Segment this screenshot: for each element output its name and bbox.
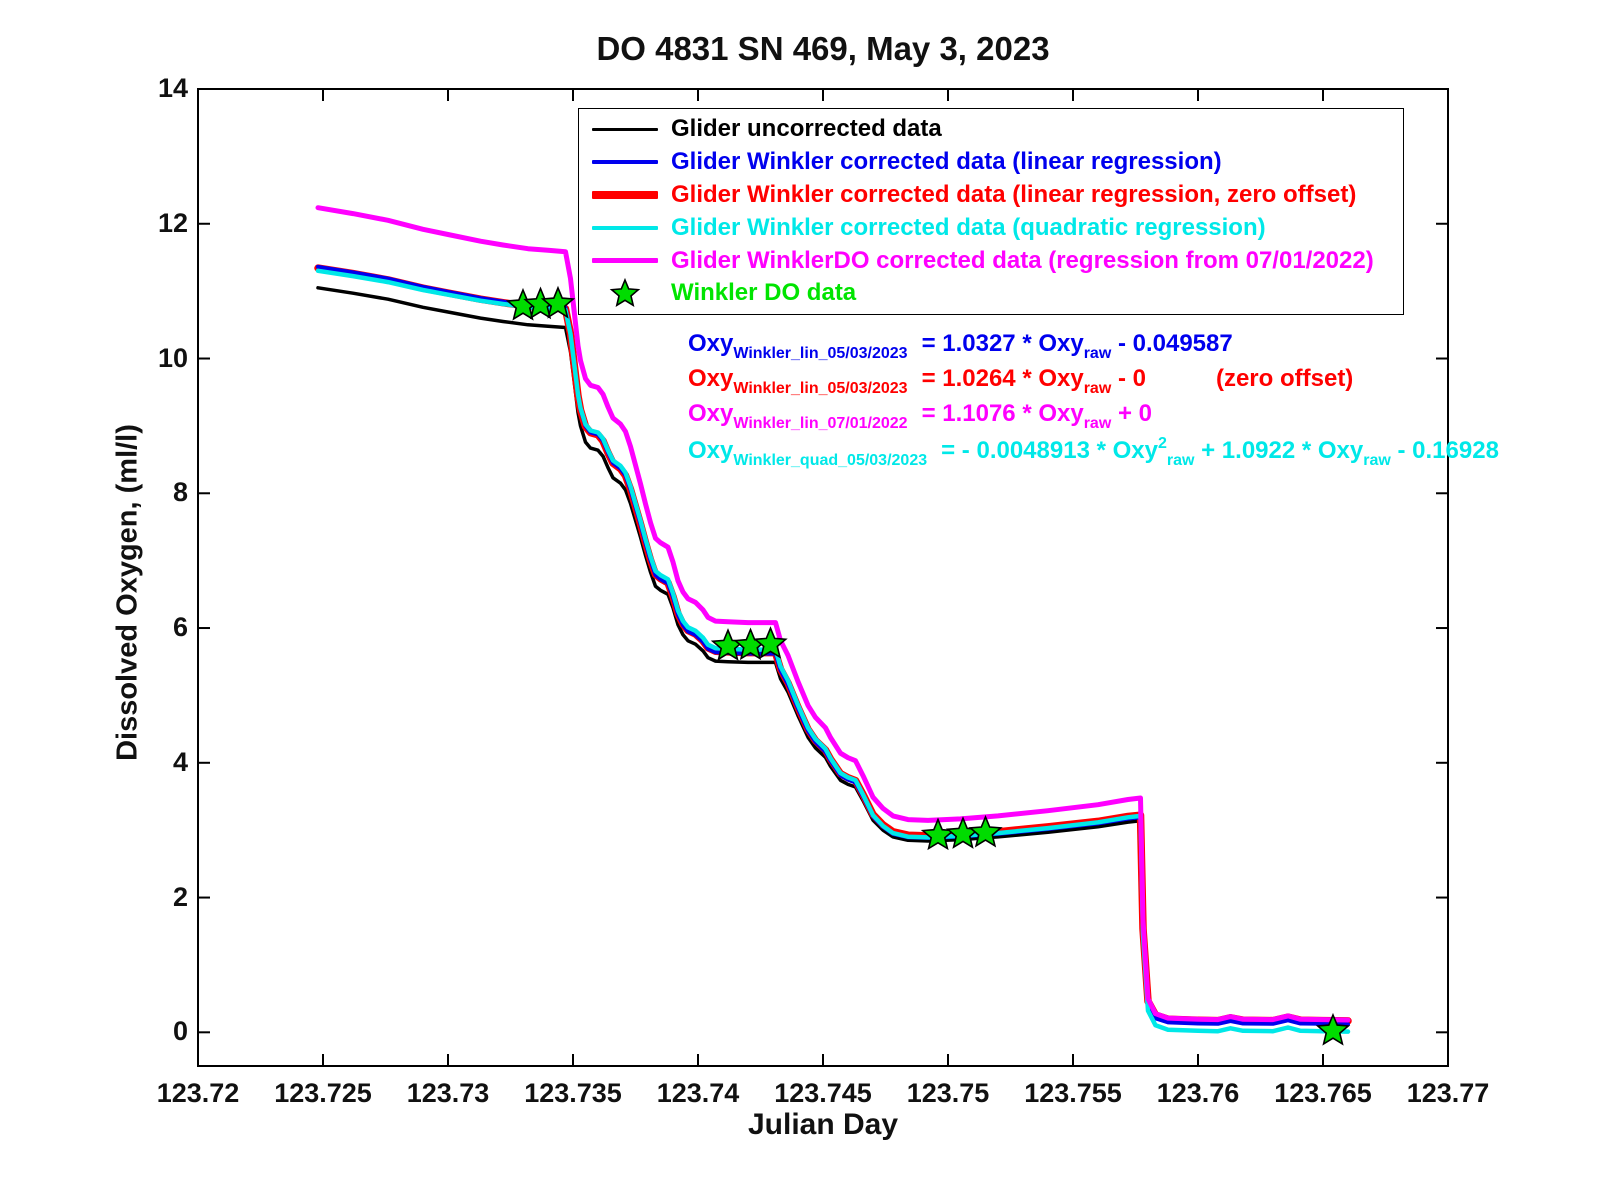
legend-item: Winkler DO data: [579, 277, 1403, 310]
x-tick-label: 123.72: [156, 1078, 240, 1108]
legend-label: Glider uncorrected data: [671, 115, 942, 143]
legend-item: Glider WinklerDO corrected data (regress…: [579, 244, 1403, 277]
y-tick-label: 4: [172, 746, 188, 777]
y-tick-label: 10: [157, 342, 188, 373]
legend-line-swatch: [579, 127, 671, 132]
legend-item: Glider Winkler corrected data (quadratic…: [579, 211, 1403, 244]
x-tick-label: 123.765: [1274, 1078, 1372, 1108]
x-tick-label: 123.77: [1406, 1078, 1490, 1108]
legend-label: Winkler DO data: [671, 279, 857, 307]
y-tick-label: 2: [172, 881, 188, 912]
y-tick-label: 14: [157, 73, 188, 103]
winkler-star-marker: [968, 814, 1003, 848]
regression-equations: OxyWinkler_lin_05/03/2023 = 1.0327 * Oxyr…: [688, 330, 1600, 470]
legend-line-swatch: [579, 258, 671, 264]
chart-title: DO 4831 SN 469, May 3, 2023: [596, 30, 1050, 67]
legend-label: Glider Winkler corrected data (linear re…: [671, 148, 1222, 176]
regression-equation: OxyWinkler_quad_05/03/2023 = - 0.0048913 …: [688, 435, 1499, 469]
regression-equation: OxyWinkler_lin_05/03/2023 = 1.0264 * Oxyr…: [688, 365, 1354, 397]
winkler-star-marker: [920, 817, 956, 851]
winkler-star-marker: [540, 285, 576, 319]
x-tick-label: 123.735: [524, 1078, 622, 1108]
legend-item: Glider uncorrected data: [579, 113, 1403, 146]
legend-line-swatch: [579, 225, 671, 231]
x-tick-label: 123.755: [1024, 1078, 1122, 1108]
legend: Glider uncorrected data Glider Winkler co…: [578, 108, 1404, 315]
x-tick-label: 123.745: [774, 1078, 872, 1108]
x-axis-label: Julian Day: [747, 1108, 899, 1141]
legend-item: Glider Winkler corrected data (linear re…: [579, 179, 1403, 212]
legend-item: Glider Winkler corrected data (linear re…: [579, 146, 1403, 179]
legend-star-icon: [579, 276, 671, 310]
y-tick-label: 0: [172, 1016, 188, 1047]
x-tick-label: 123.73: [406, 1078, 490, 1108]
regression-equation: OxyWinkler_lin_07/01/2022 = 1.1076 * Oxyr…: [688, 400, 1152, 432]
x-tick-label: 123.75: [906, 1078, 990, 1108]
legend-line-swatch: [579, 160, 671, 165]
y-tick-label: 12: [157, 207, 188, 238]
legend-label: Glider WinklerDO corrected data (regress…: [671, 246, 1374, 274]
y-tick-label: 8: [172, 477, 188, 508]
legend-line-swatch: [579, 190, 671, 199]
y-tick-label: 6: [172, 612, 188, 643]
series-linear1.1076: [315, 205, 1351, 1023]
winkler-star-marker: [945, 816, 981, 849]
x-tick-label: 123.76: [1156, 1078, 1240, 1108]
winkler-star-marker: [753, 626, 788, 659]
regression-equation: OxyWinkler_lin_05/03/2023 = 1.0327 * Oxyr…: [688, 330, 1233, 362]
x-tick-label: 123.725: [274, 1078, 372, 1108]
winkler-star-marker: [1315, 1012, 1351, 1046]
x-tick-label: 123.74: [656, 1078, 740, 1108]
legend-label: Glider Winkler corrected data (quadratic…: [671, 213, 1266, 241]
legend-label: Glider Winkler corrected data (linear re…: [671, 180, 1357, 208]
